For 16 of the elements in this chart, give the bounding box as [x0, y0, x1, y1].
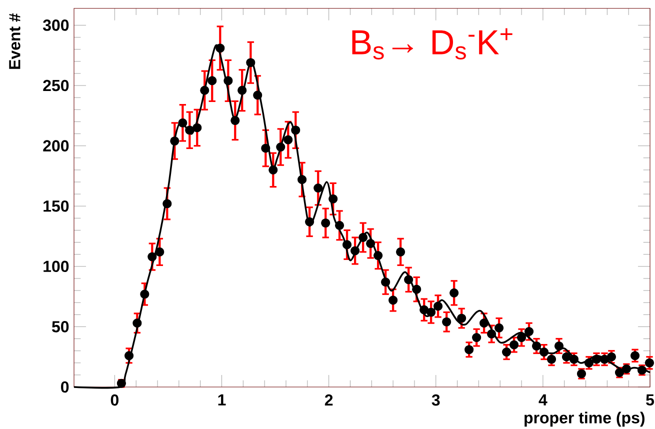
x-axis-title: proper time (ps) [524, 412, 644, 427]
y-tick-label: 100 [44, 260, 69, 272]
x-tick-label: 4 [538, 394, 548, 406]
x-tick-label: 3 [432, 394, 440, 406]
y-tick-label: 0 [61, 381, 69, 393]
x-tick-label: 0 [110, 394, 118, 406]
x-tick-label: 1 [218, 394, 226, 406]
y-tick-label: 50 [52, 321, 69, 332]
x-tick-label: 5 [646, 394, 654, 406]
y-tick-label: 200 [43, 140, 69, 152]
x-tick-label: 2 [324, 394, 333, 406]
annotation: B$_{s}$→ D$_{s}$$^{-}$K$^{+}$ [352, 28, 512, 60]
y-tick-label: 250 [43, 80, 69, 92]
y-tick-label: 300 [42, 20, 69, 31]
y-axis-title: Event # [9, 13, 20, 69]
y-tick-label: 150 [44, 200, 69, 212]
